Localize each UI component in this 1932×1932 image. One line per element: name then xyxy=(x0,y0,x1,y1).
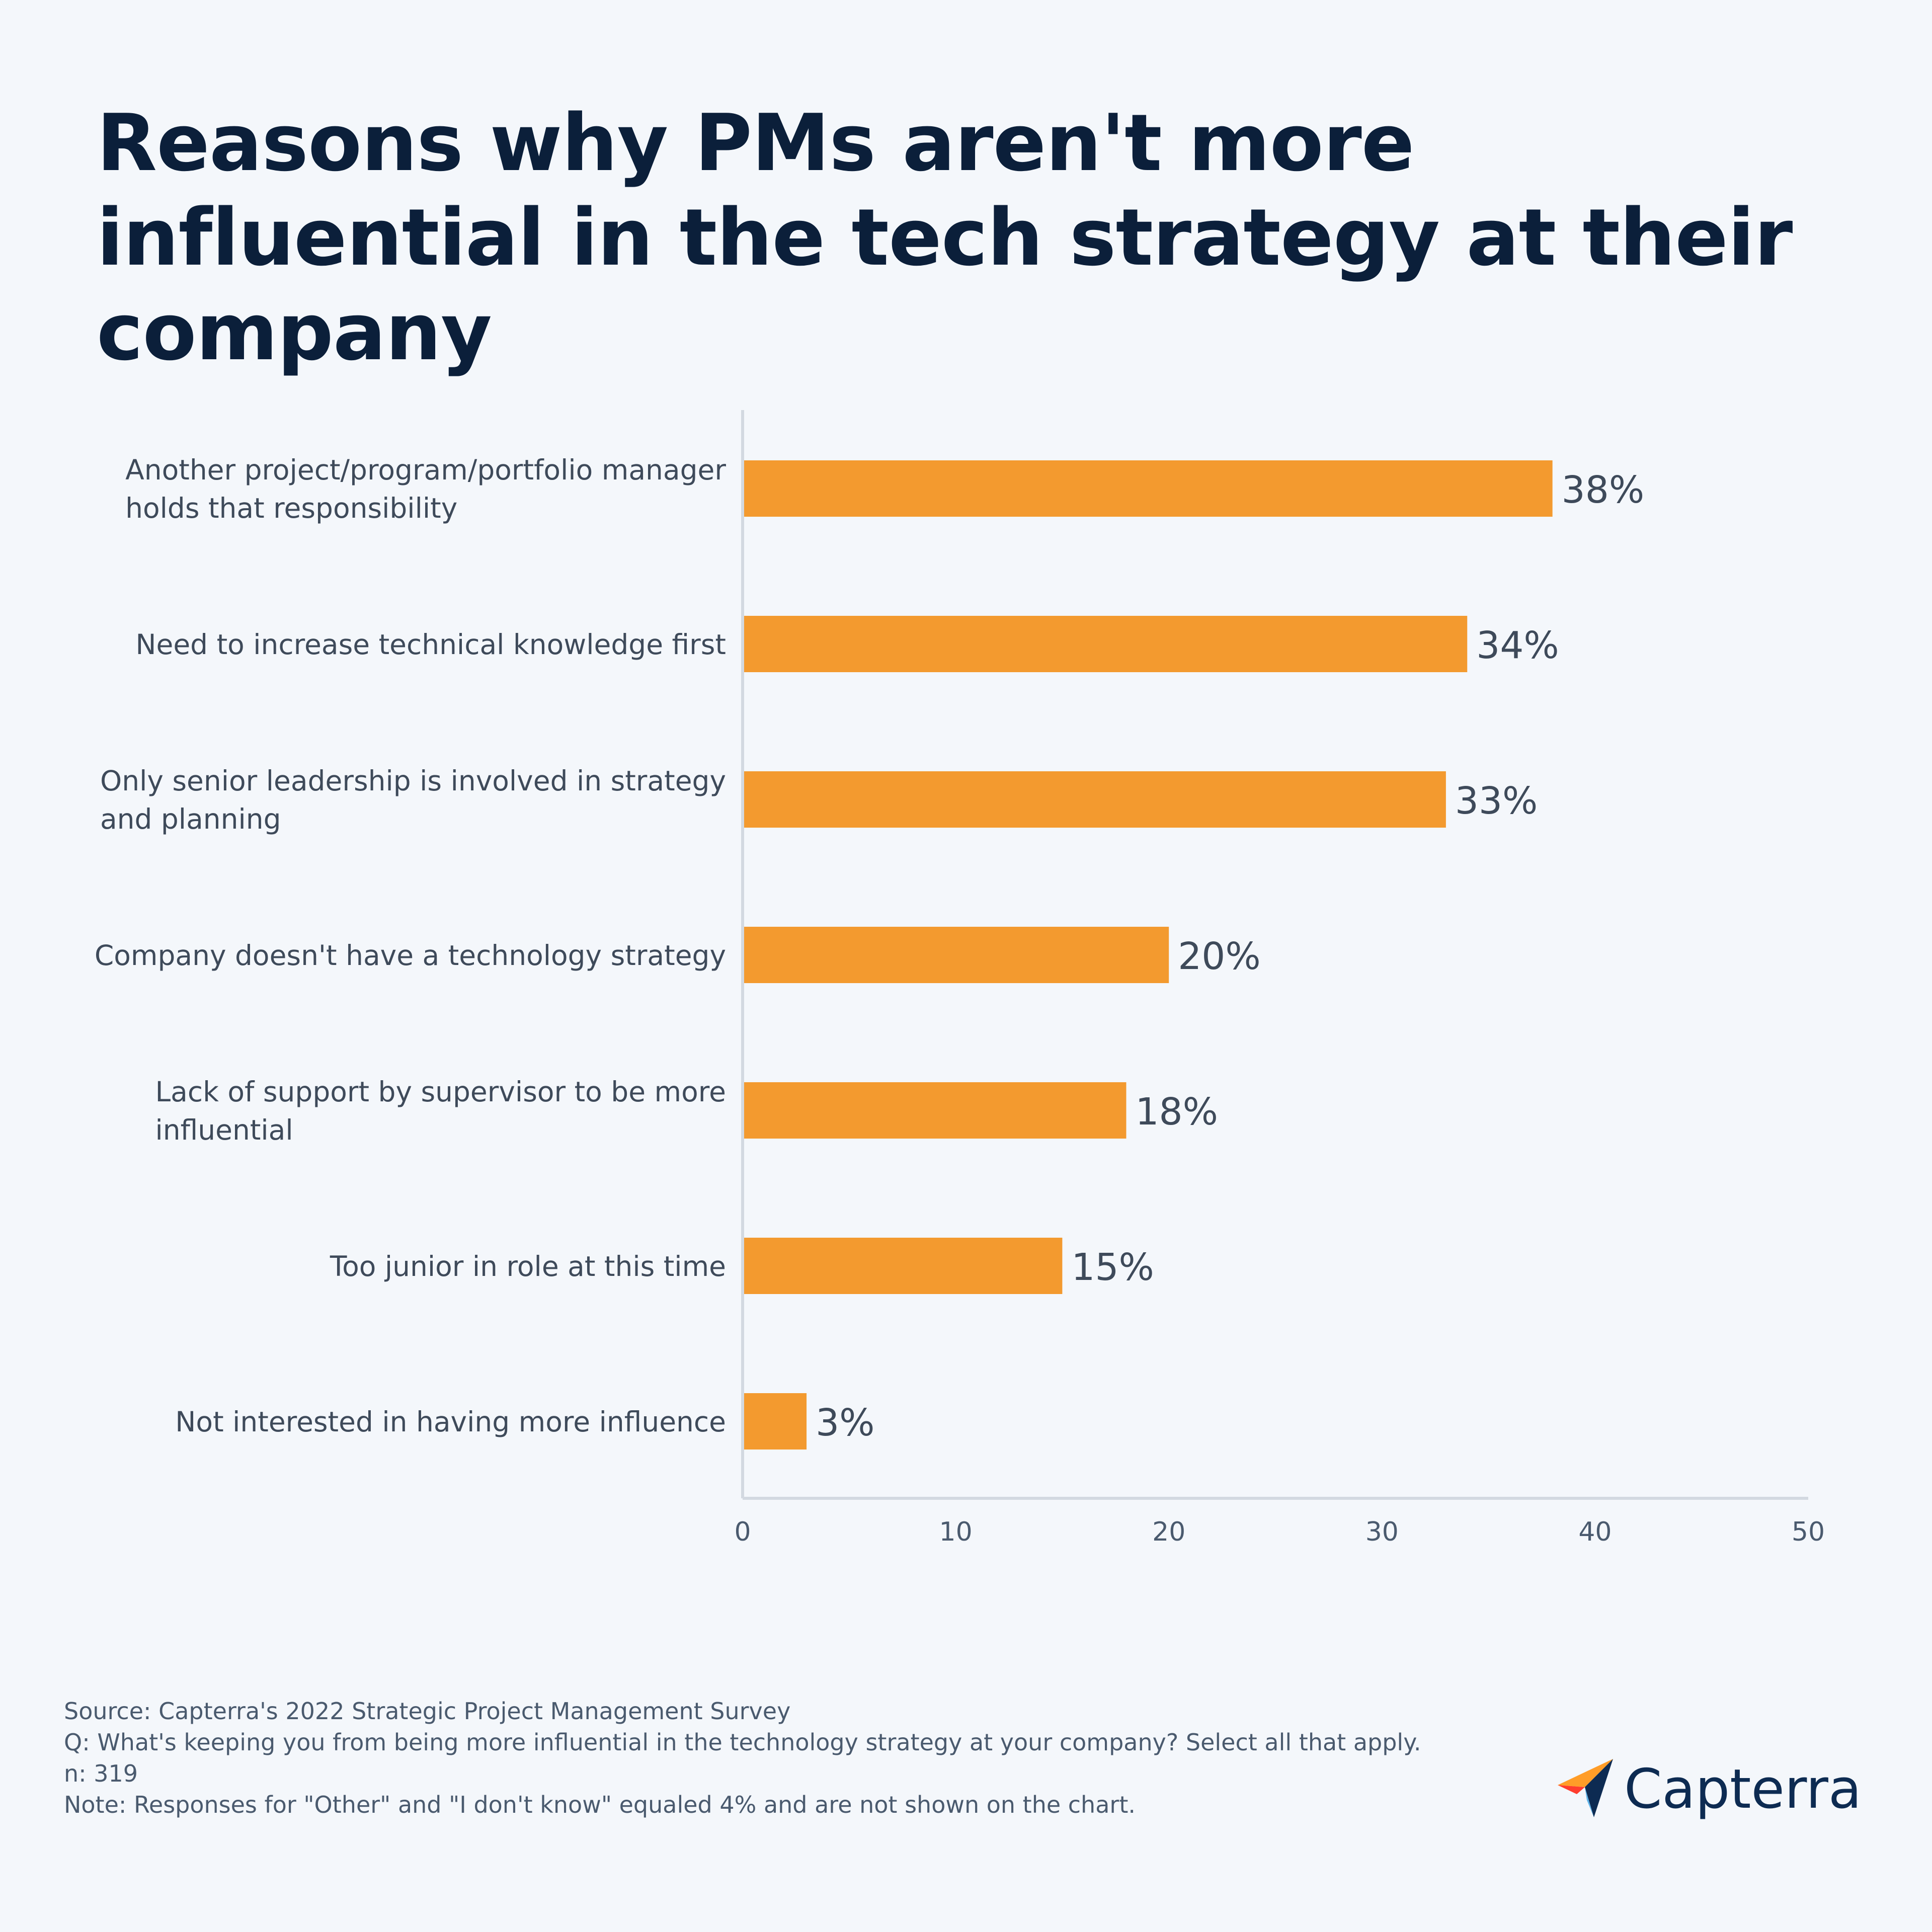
bar-chart: 0 10 20 30 40 50 38% Another project/program/po… xyxy=(95,410,1825,1547)
x-tick-label: 20 xyxy=(1152,1517,1185,1547)
bar xyxy=(744,927,1169,983)
bar xyxy=(744,616,1468,672)
category-label: Company doesn't have a technology strate… xyxy=(95,939,726,972)
x-tick-label: 30 xyxy=(1365,1517,1399,1547)
category-label: Only senior leadership is involved in st… xyxy=(100,765,726,835)
source-note: Source: Capterra's 2022 Strategic Projec… xyxy=(64,1698,791,1725)
chart-footer: Source: Capterra's 2022 Strategic Projec… xyxy=(64,1696,1523,1820)
category-label: Lack of support by supervisor to be more… xyxy=(155,1076,726,1146)
bar-value-label: 34% xyxy=(1476,624,1559,667)
bar-value-label: 3% xyxy=(816,1401,874,1444)
bar xyxy=(744,1238,1063,1294)
x-tick-label: 40 xyxy=(1578,1517,1612,1547)
bar xyxy=(744,1393,807,1450)
capterra-logo: Capterra xyxy=(1555,1756,1867,1826)
bar xyxy=(744,1082,1126,1139)
capterra-arrow-icon xyxy=(1558,1759,1613,1817)
sample-size: n: 319 xyxy=(64,1760,138,1787)
bar-value-label: 15% xyxy=(1071,1246,1154,1289)
bar-value-label: 20% xyxy=(1178,935,1260,978)
footnote: Note: Responses for "Other" and "I don't… xyxy=(64,1791,1136,1818)
bar-value-label: 38% xyxy=(1562,468,1644,512)
x-tick-label: 0 xyxy=(734,1517,751,1547)
survey-question: Q: What's keeping you from being more in… xyxy=(64,1729,1421,1756)
capterra-wordmark: Capterra xyxy=(1624,1758,1862,1821)
x-tick-label: 50 xyxy=(1792,1517,1825,1547)
x-tick-label: 10 xyxy=(939,1517,973,1547)
category-label: Need to increase technical knowledge fir… xyxy=(135,628,726,661)
chart-title: Reasons why PMs aren't more influential … xyxy=(97,97,1793,378)
bar xyxy=(744,771,1446,828)
bar xyxy=(744,460,1553,517)
category-label: Not interested in having more influence xyxy=(175,1406,726,1438)
category-label: Too junior in role at this time xyxy=(330,1250,726,1282)
category-label: Another project/program/portfolio manage… xyxy=(125,454,726,524)
bar-value-label: 18% xyxy=(1135,1090,1218,1134)
bar-value-label: 33% xyxy=(1455,779,1538,823)
